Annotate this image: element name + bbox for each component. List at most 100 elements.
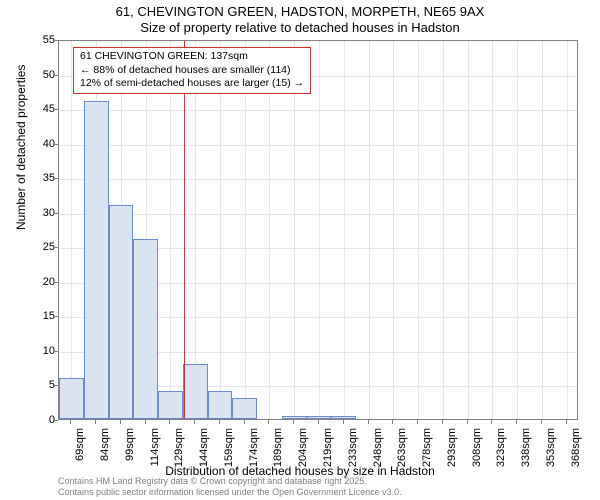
y-tick-label: 10	[25, 345, 55, 357]
gridline-v	[369, 41, 370, 419]
histogram-bar	[331, 416, 356, 419]
gridline-v	[245, 41, 246, 419]
y-tick-label: 55	[25, 34, 55, 46]
x-tick-label: 293sqm	[446, 428, 458, 476]
x-tick-mark	[467, 420, 468, 424]
x-tick-mark	[120, 420, 121, 424]
x-tick-label: 204sqm	[297, 428, 309, 476]
y-tick-label: 30	[25, 207, 55, 219]
gridline-v	[344, 41, 345, 419]
chart-title-sub: Size of property relative to detached ho…	[0, 20, 600, 35]
gridline-v	[492, 41, 493, 419]
y-tick-label: 45	[25, 103, 55, 115]
histogram-bar	[208, 391, 233, 419]
gridline-v	[195, 41, 196, 419]
gridline-v	[319, 41, 320, 419]
x-tick-mark	[368, 420, 369, 424]
x-tick-mark	[268, 420, 269, 424]
plot-area: 61 CHEVINGTON GREEN: 137sqm ← 88% of deta…	[58, 40, 578, 420]
gridline-v	[517, 41, 518, 419]
x-tick-label: 69sqm	[74, 428, 86, 476]
y-tick-label: 35	[25, 172, 55, 184]
footer-line-2: Contains public sector information licen…	[58, 487, 402, 497]
annotation-line-3: 12% of semi-detached houses are larger (…	[80, 77, 304, 89]
annotation-line-2: ← 88% of detached houses are smaller (11…	[80, 64, 291, 76]
gridline-h	[59, 214, 577, 215]
histogram-bar	[158, 391, 183, 419]
x-tick-label: 323sqm	[495, 428, 507, 476]
chart-container: 61, CHEVINGTON GREEN, HADSTON, MORPETH, …	[0, 0, 600, 500]
x-tick-mark	[70, 420, 71, 424]
x-tick-mark	[541, 420, 542, 424]
y-tick-mark	[54, 144, 58, 145]
y-tick-mark	[54, 351, 58, 352]
x-tick-label: 174sqm	[248, 428, 260, 476]
x-tick-label: 278sqm	[421, 428, 433, 476]
x-tick-label: 263sqm	[396, 428, 408, 476]
histogram-bar	[84, 101, 109, 419]
gridline-v	[443, 41, 444, 419]
gridline-h	[59, 145, 577, 146]
y-tick-mark	[54, 213, 58, 214]
y-tick-label: 0	[25, 414, 55, 426]
x-tick-mark	[516, 420, 517, 424]
y-tick-mark	[54, 385, 58, 386]
x-tick-label: 338sqm	[520, 428, 532, 476]
x-tick-mark	[194, 420, 195, 424]
x-tick-mark	[318, 420, 319, 424]
y-tick-label: 25	[25, 241, 55, 253]
y-tick-label: 50	[25, 69, 55, 81]
footer-line-1: Contains HM Land Registry data © Crown c…	[58, 476, 367, 486]
y-tick-mark	[54, 282, 58, 283]
gridline-v	[294, 41, 295, 419]
gridline-v	[170, 41, 171, 419]
histogram-bar	[307, 416, 332, 419]
gridline-h	[59, 110, 577, 111]
histogram-bar	[183, 364, 208, 419]
y-tick-label: 15	[25, 310, 55, 322]
x-tick-label: 144sqm	[198, 428, 210, 476]
x-tick-mark	[169, 420, 170, 424]
histogram-bar	[109, 205, 134, 419]
x-tick-mark	[491, 420, 492, 424]
x-tick-mark	[95, 420, 96, 424]
x-tick-label: 84sqm	[99, 428, 111, 476]
y-tick-mark	[54, 40, 58, 41]
gridline-v	[393, 41, 394, 419]
x-tick-label: 219sqm	[322, 428, 334, 476]
histogram-bar	[232, 398, 257, 419]
y-tick-mark	[54, 420, 58, 421]
x-tick-label: 114sqm	[149, 428, 161, 476]
x-tick-label: 308sqm	[471, 428, 483, 476]
y-tick-mark	[54, 178, 58, 179]
chart-title-main: 61, CHEVINGTON GREEN, HADSTON, MORPETH, …	[0, 4, 600, 19]
gridline-v	[468, 41, 469, 419]
y-tick-label: 20	[25, 276, 55, 288]
x-tick-label: 129sqm	[173, 428, 185, 476]
y-tick-mark	[54, 247, 58, 248]
y-tick-label: 5	[25, 379, 55, 391]
annotation-box: 61 CHEVINGTON GREEN: 137sqm ← 88% of deta…	[73, 47, 311, 94]
histogram-bar	[59, 378, 84, 419]
x-tick-mark	[392, 420, 393, 424]
gridline-v	[71, 41, 72, 419]
gridline-v	[418, 41, 419, 419]
y-tick-label: 40	[25, 138, 55, 150]
x-tick-mark	[219, 420, 220, 424]
x-tick-label: 189sqm	[272, 428, 284, 476]
y-tick-mark	[54, 316, 58, 317]
x-tick-label: 353sqm	[545, 428, 557, 476]
gridline-v	[220, 41, 221, 419]
x-tick-label: 159sqm	[223, 428, 235, 476]
x-tick-label: 99sqm	[124, 428, 136, 476]
y-tick-mark	[54, 75, 58, 76]
footer-attribution: Contains HM Land Registry data © Crown c…	[58, 476, 402, 498]
x-tick-mark	[145, 420, 146, 424]
gridline-v	[269, 41, 270, 419]
annotation-line-1: 61 CHEVINGTON GREEN: 137sqm	[80, 50, 248, 62]
gridline-v	[542, 41, 543, 419]
x-tick-mark	[566, 420, 567, 424]
histogram-bar	[133, 239, 158, 419]
gridline-v	[567, 41, 568, 419]
gridline-h	[59, 179, 577, 180]
